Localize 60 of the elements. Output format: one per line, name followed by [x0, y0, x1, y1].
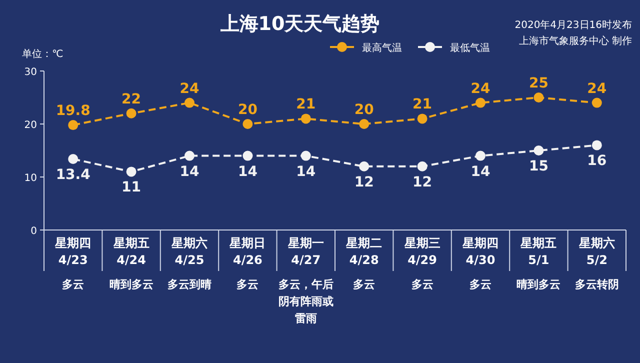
data-label: 24 — [587, 80, 607, 97]
data-label: 14 — [470, 164, 490, 180]
data-label: 12 — [412, 174, 432, 190]
point — [242, 150, 253, 161]
data-label: 22 — [122, 91, 142, 108]
point — [300, 150, 311, 161]
data-label: 12 — [354, 174, 374, 190]
x-tick-label: 星期二 4/28 多云 — [345, 236, 382, 291]
data-label: 21 — [412, 96, 432, 113]
x-tick-label: 星期三 4/29 多云 — [403, 236, 440, 291]
data-label: 20 — [238, 102, 258, 118]
point — [476, 150, 486, 161]
legend-label: 最低气温 — [450, 42, 490, 54]
point — [592, 140, 602, 150]
point — [534, 146, 544, 156]
x-tick-label: 星期一 4/27 多云，午后阴有阵雨或雷雨 — [278, 236, 334, 325]
x-tick-label: 星期四 4/23 多云 — [54, 236, 92, 291]
x-tick-label: 星期五 4/24 晴到多云 — [109, 236, 154, 291]
y-tick-label: 20 — [24, 120, 37, 131]
data-label: 14 — [180, 164, 200, 180]
point — [359, 161, 370, 172]
data-label: 11 — [122, 180, 142, 196]
point — [126, 166, 136, 177]
point — [417, 114, 428, 124]
point — [68, 154, 78, 164]
point — [184, 98, 194, 108]
data-label: 14 — [296, 164, 316, 180]
y-axis-title: 单位：℃ — [22, 48, 64, 60]
text: 上海市气象服务中心 制作 — [518, 35, 632, 47]
x-tick-label: 星期日 4/26 多云 — [228, 236, 266, 291]
x-tick-label: 星期六 4/25 多云到晴 — [168, 236, 212, 291]
x-tick-label: 星期五 5/1 晴到多云 — [516, 236, 561, 291]
data-label: 19.8 — [56, 103, 90, 120]
point — [476, 98, 486, 108]
y-tick-label: 30 — [24, 67, 37, 78]
point — [359, 119, 370, 129]
x-tick-label: 星期四 4/30 多云 — [462, 236, 498, 291]
data-label: 21 — [296, 96, 316, 113]
data-label: 15 — [528, 158, 548, 174]
point — [592, 98, 602, 108]
chart-title: 上海10天天气趋势 — [219, 13, 380, 35]
x-tick-label: 星期六 5/2 多云转阴 — [574, 236, 619, 291]
point — [126, 108, 136, 118]
text: 2020年4月23日16时发布 — [514, 19, 632, 31]
data-label: 13.4 — [56, 166, 91, 183]
data-label: 14 — [238, 164, 258, 180]
point — [417, 161, 428, 172]
data-label: 25 — [528, 76, 548, 92]
point — [300, 114, 311, 124]
point — [68, 120, 78, 130]
point — [242, 119, 253, 129]
data-label: 16 — [587, 153, 607, 170]
y-tick-label: 10 — [24, 173, 37, 184]
data-label: 24 — [470, 80, 490, 97]
y-tick-label: 0 — [30, 226, 37, 237]
data-label: 24 — [180, 80, 200, 97]
data-label: 20 — [354, 102, 374, 118]
point — [534, 92, 544, 102]
point — [184, 150, 194, 161]
legend-label: 最高气温 — [362, 42, 402, 54]
